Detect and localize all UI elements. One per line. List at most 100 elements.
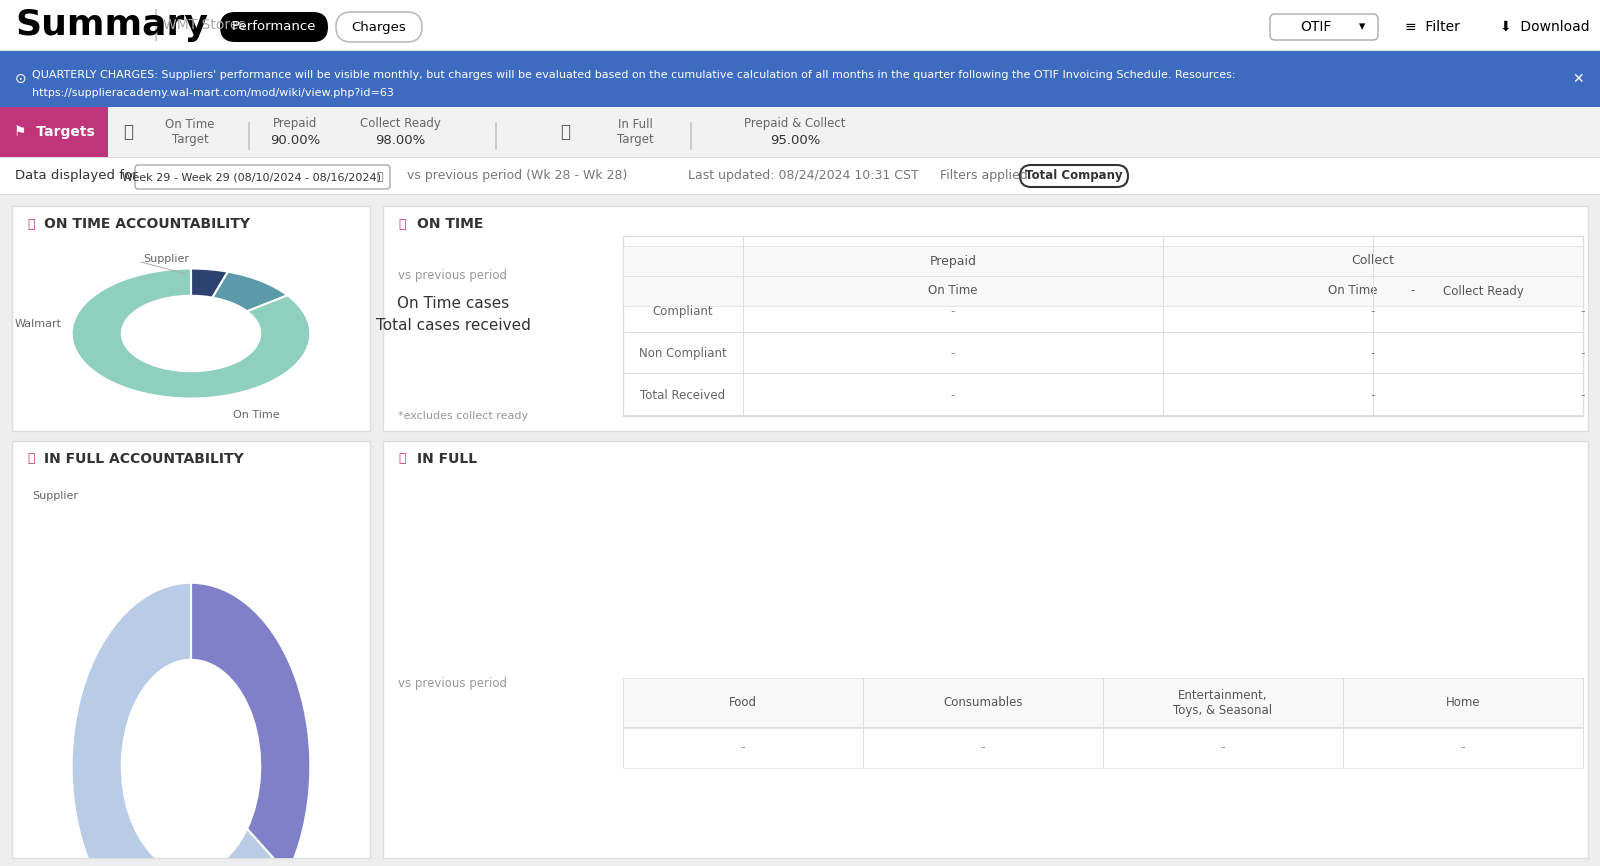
FancyBboxPatch shape [1270,14,1378,40]
Text: -: - [1461,741,1466,754]
Text: Summary: Summary [14,8,208,42]
Text: 98.00%: 98.00% [374,133,426,146]
Wedge shape [72,268,310,398]
Text: 📅: 📅 [376,172,384,182]
Text: Week 29 - Week 29 (08/10/2024 - 08/16/2024): Week 29 - Week 29 (08/10/2024 - 08/16/20… [123,172,381,182]
FancyBboxPatch shape [134,165,390,189]
FancyBboxPatch shape [13,206,370,431]
Text: vs previous period: vs previous period [398,676,507,689]
Text: WMT Stores: WMT Stores [163,18,245,32]
Text: Target: Target [616,133,653,146]
Text: Charges: Charges [352,21,406,34]
Text: Target: Target [171,133,208,146]
Text: ✕: ✕ [1573,72,1584,86]
Text: On Time: On Time [232,410,280,420]
Text: Last updated: 08/24/2024 10:31 CST: Last updated: 08/24/2024 10:31 CST [688,170,918,183]
Text: 90.00%: 90.00% [270,133,320,146]
Text: IN FULL: IN FULL [418,452,477,466]
Text: Non Compliant: Non Compliant [638,347,726,360]
FancyBboxPatch shape [221,12,328,42]
Text: -: - [1371,347,1376,360]
FancyBboxPatch shape [0,195,1600,866]
Text: Total Company: Total Company [1026,170,1123,183]
Text: -: - [1581,306,1586,319]
FancyBboxPatch shape [0,107,1600,157]
Text: Entertainment,
Toys, & Seasonal: Entertainment, Toys, & Seasonal [1173,689,1272,717]
Text: ON TIME: ON TIME [418,217,483,231]
Text: Performance: Performance [232,21,317,34]
Text: -: - [1411,285,1414,298]
Text: -: - [1221,741,1226,754]
Text: Prepaid: Prepaid [930,255,976,268]
Text: 📦: 📦 [560,123,570,141]
FancyBboxPatch shape [0,0,1600,50]
Text: 📦: 📦 [27,453,35,466]
Text: IN FULL ACCOUNTABILITY: IN FULL ACCOUNTABILITY [45,452,243,466]
Text: -: - [1371,306,1376,319]
Wedge shape [190,583,310,866]
Text: On Time cases: On Time cases [397,295,509,311]
FancyBboxPatch shape [0,50,1600,51]
FancyBboxPatch shape [0,194,1600,195]
Wedge shape [190,268,227,298]
Text: ≡  Filter: ≡ Filter [1405,20,1459,34]
Text: On Time: On Time [1328,285,1378,298]
Text: vs previous period: vs previous period [398,269,507,282]
Text: Collect: Collect [1352,255,1395,268]
FancyBboxPatch shape [382,206,1587,431]
Wedge shape [213,272,288,312]
Text: Total Received: Total Received [640,389,725,402]
FancyBboxPatch shape [622,678,1582,728]
Text: ▾: ▾ [1358,21,1365,34]
Text: Filters applied: Filters applied [941,170,1027,183]
Text: -: - [741,741,746,754]
FancyBboxPatch shape [622,373,1582,374]
FancyBboxPatch shape [622,276,1582,306]
Text: On Time: On Time [165,118,214,131]
Text: -: - [1581,389,1586,402]
Text: Supplier: Supplier [144,254,189,264]
FancyBboxPatch shape [13,441,370,858]
FancyBboxPatch shape [0,157,1600,158]
Text: Supplier: Supplier [32,491,78,501]
Wedge shape [72,583,288,866]
FancyBboxPatch shape [622,728,1582,768]
Text: *excludes collect ready: *excludes collect ready [398,411,528,421]
Text: ⚑  Targets: ⚑ Targets [14,125,94,139]
Text: Prepaid & Collect: Prepaid & Collect [744,118,846,131]
Text: 🚚: 🚚 [27,217,35,230]
Text: ⊙: ⊙ [14,72,27,86]
FancyBboxPatch shape [622,727,1582,728]
Text: Data displayed for: Data displayed for [14,170,138,183]
Text: ON TIME ACCOUNTABILITY: ON TIME ACCOUNTABILITY [45,217,250,231]
Text: -: - [1581,347,1586,360]
FancyBboxPatch shape [622,332,1582,333]
Text: -: - [950,347,955,360]
FancyBboxPatch shape [336,12,422,42]
Text: Food: Food [730,696,757,709]
Text: https://supplieracademy.wal-mart.com/mod/wiki/view.php?id=63: https://supplieracademy.wal-mart.com/mod… [32,88,394,98]
Text: ⬇  Download: ⬇ Download [1501,20,1590,34]
FancyBboxPatch shape [382,441,1587,858]
Text: Total cases received: Total cases received [376,318,531,333]
FancyBboxPatch shape [622,415,1582,416]
Text: 95.00%: 95.00% [770,133,821,146]
FancyBboxPatch shape [0,158,1600,194]
Text: OTIF: OTIF [1299,20,1331,34]
Text: Prepaid: Prepaid [274,118,317,131]
Text: 📦: 📦 [398,453,405,466]
FancyBboxPatch shape [622,236,1582,416]
Text: -: - [950,389,955,402]
FancyBboxPatch shape [0,107,109,157]
Text: Compliant: Compliant [653,306,714,319]
Text: vs previous period (Wk 28 - Wk 28): vs previous period (Wk 28 - Wk 28) [406,170,627,183]
Text: Collect Ready: Collect Ready [360,118,440,131]
Text: In Full: In Full [618,118,653,131]
Text: 🚛: 🚛 [123,123,133,141]
Text: QUARTERLY CHARGES: Suppliers' performance will be visible monthly, but charges w: QUARTERLY CHARGES: Suppliers' performanc… [32,70,1235,80]
Text: Home: Home [1446,696,1480,709]
FancyBboxPatch shape [622,246,1582,276]
Text: Consumables: Consumables [944,696,1022,709]
Text: Walmart: Walmart [14,319,61,329]
Text: Collect Ready: Collect Ready [1443,285,1523,298]
